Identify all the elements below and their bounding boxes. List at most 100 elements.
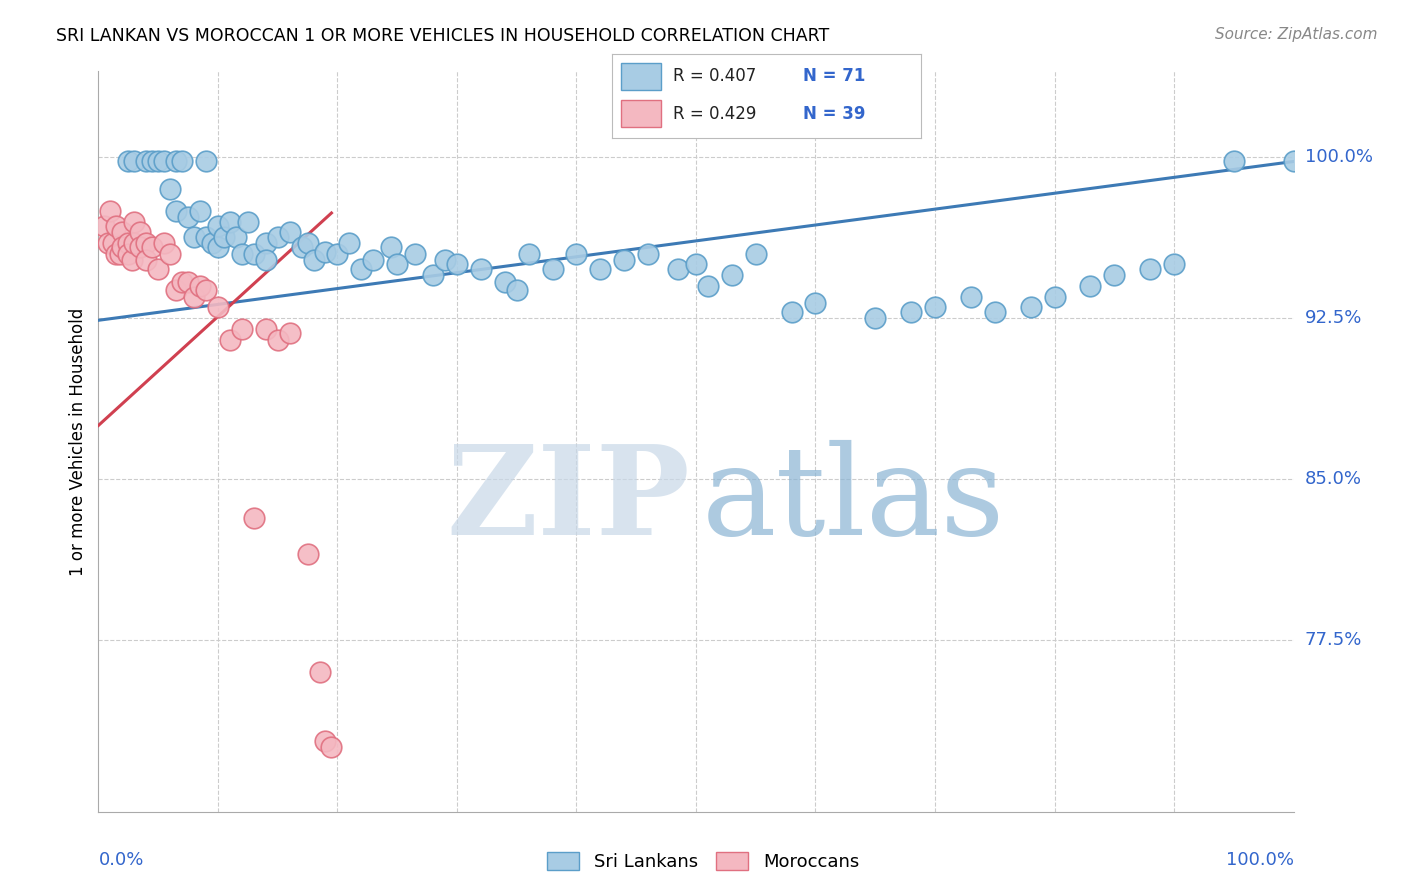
Point bbox=[172, 154, 194, 169]
Point bbox=[363, 253, 385, 268]
Point bbox=[172, 275, 194, 289]
Point bbox=[159, 246, 181, 260]
Point bbox=[188, 203, 211, 218]
Point bbox=[117, 246, 139, 260]
Point bbox=[207, 301, 229, 315]
Point bbox=[278, 225, 301, 239]
Text: ZIP: ZIP bbox=[446, 441, 690, 561]
Point bbox=[1223, 154, 1246, 169]
Point bbox=[960, 290, 983, 304]
Point bbox=[135, 253, 157, 268]
Point bbox=[565, 246, 588, 260]
Text: 92.5%: 92.5% bbox=[1305, 310, 1362, 327]
Text: N = 39: N = 39 bbox=[803, 104, 866, 123]
Point bbox=[195, 229, 218, 244]
Point bbox=[153, 235, 176, 250]
Point bbox=[117, 154, 139, 169]
Point bbox=[159, 182, 181, 196]
Point bbox=[219, 214, 242, 228]
Point bbox=[321, 740, 343, 755]
Point bbox=[135, 154, 157, 169]
Text: N = 71: N = 71 bbox=[803, 68, 866, 86]
Point bbox=[637, 246, 659, 260]
Text: R = 0.429: R = 0.429 bbox=[673, 104, 756, 123]
Point bbox=[231, 246, 253, 260]
Point bbox=[422, 268, 444, 283]
Point bbox=[494, 275, 516, 289]
Point bbox=[117, 235, 139, 250]
Point bbox=[780, 304, 803, 318]
Text: SRI LANKAN VS MOROCCAN 1 OR MORE VEHICLES IN HOUSEHOLD CORRELATION CHART: SRI LANKAN VS MOROCCAN 1 OR MORE VEHICLE… bbox=[56, 27, 830, 45]
Point bbox=[105, 219, 128, 233]
Text: Source: ZipAtlas.com: Source: ZipAtlas.com bbox=[1215, 27, 1378, 42]
Point bbox=[339, 235, 361, 250]
Point bbox=[111, 240, 134, 254]
Text: 100.0%: 100.0% bbox=[1226, 851, 1294, 869]
Point bbox=[326, 246, 349, 260]
Point bbox=[984, 304, 1007, 318]
Point bbox=[297, 235, 319, 250]
Point bbox=[135, 235, 157, 250]
Legend: Sri Lankans, Moroccans: Sri Lankans, Moroccans bbox=[540, 846, 866, 879]
Text: atlas: atlas bbox=[702, 441, 1005, 561]
Point bbox=[108, 246, 131, 260]
Point bbox=[124, 154, 146, 169]
Point bbox=[685, 258, 707, 272]
FancyBboxPatch shape bbox=[621, 62, 661, 90]
Point bbox=[1139, 261, 1161, 276]
Point bbox=[697, 279, 720, 293]
Point bbox=[541, 261, 564, 276]
Point bbox=[141, 154, 163, 169]
Point bbox=[350, 261, 373, 276]
Point bbox=[177, 275, 200, 289]
Point bbox=[236, 214, 259, 228]
Text: 85.0%: 85.0% bbox=[1305, 470, 1361, 488]
Point bbox=[195, 154, 218, 169]
Point bbox=[434, 253, 457, 268]
Point bbox=[124, 235, 146, 250]
Text: R = 0.407: R = 0.407 bbox=[673, 68, 756, 86]
Point bbox=[212, 229, 235, 244]
Text: 100.0%: 100.0% bbox=[1305, 148, 1372, 166]
Point bbox=[517, 246, 540, 260]
Point bbox=[129, 225, 152, 239]
Point bbox=[124, 214, 146, 228]
Point bbox=[165, 154, 187, 169]
Point bbox=[924, 301, 946, 315]
Point bbox=[315, 244, 337, 259]
Point bbox=[745, 246, 768, 260]
Point bbox=[278, 326, 301, 341]
Point bbox=[254, 253, 277, 268]
Point bbox=[201, 235, 224, 250]
Point bbox=[148, 261, 170, 276]
Point bbox=[153, 154, 176, 169]
Point bbox=[267, 229, 290, 244]
Point bbox=[97, 235, 120, 250]
Point bbox=[1019, 301, 1042, 315]
Point bbox=[243, 510, 266, 524]
Point bbox=[804, 296, 827, 310]
Point bbox=[183, 229, 205, 244]
Y-axis label: 1 or more Vehicles in Household: 1 or more Vehicles in Household bbox=[69, 308, 87, 575]
Point bbox=[900, 304, 922, 318]
Point bbox=[721, 268, 744, 283]
Point bbox=[1043, 290, 1066, 304]
Point bbox=[291, 240, 314, 254]
Point bbox=[385, 258, 409, 272]
FancyBboxPatch shape bbox=[621, 100, 661, 128]
Point bbox=[129, 240, 152, 254]
Point bbox=[148, 154, 170, 169]
Point bbox=[865, 311, 887, 326]
Point bbox=[1282, 154, 1305, 169]
Point bbox=[93, 219, 115, 233]
Point bbox=[105, 246, 128, 260]
Point bbox=[666, 261, 689, 276]
Point bbox=[1104, 268, 1126, 283]
Point bbox=[1163, 258, 1185, 272]
Point bbox=[267, 333, 290, 347]
Point bbox=[315, 734, 337, 748]
Point bbox=[297, 547, 319, 561]
Point bbox=[446, 258, 468, 272]
Text: 0.0%: 0.0% bbox=[98, 851, 143, 869]
Point bbox=[254, 322, 277, 336]
